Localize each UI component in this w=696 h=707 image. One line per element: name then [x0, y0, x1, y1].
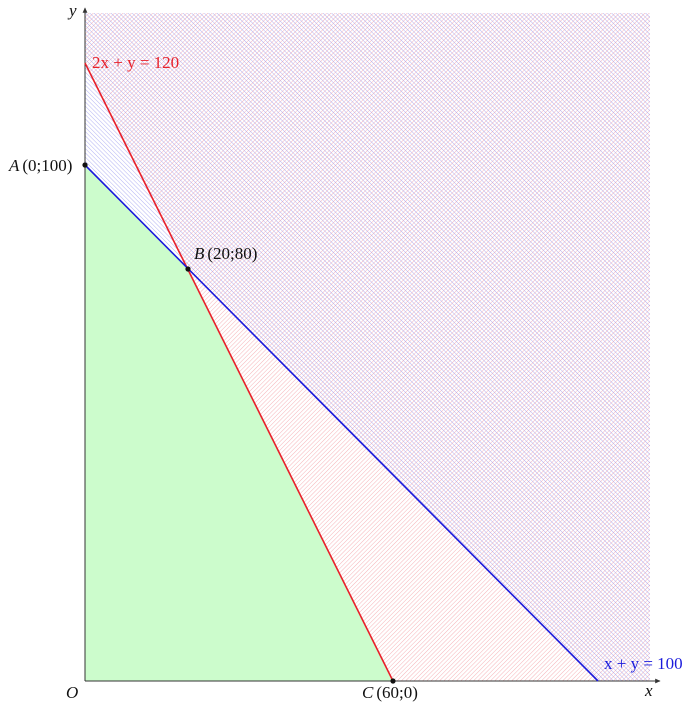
point-b-coords: (20;80)	[207, 244, 257, 263]
y-axis-label: y	[67, 1, 77, 20]
point-a-name: A	[8, 156, 20, 175]
feasible-region	[85, 165, 393, 681]
point-c-label: C (60;0)	[362, 683, 418, 702]
red-line-label: 2x + y = 120	[92, 53, 179, 72]
point-b-label: B (20;80)	[194, 244, 257, 263]
blue-line-label: x + y = 100	[604, 654, 683, 673]
origin-label: O	[66, 683, 78, 702]
blue-hatched-region	[85, 13, 650, 681]
point-a-dot	[82, 162, 88, 168]
x-axis-label: x	[644, 681, 653, 700]
point-b-name: B	[194, 244, 205, 263]
point-a-label: A (0;100)	[8, 156, 72, 175]
point-c-dot	[390, 678, 396, 684]
red-line	[84, 62, 394, 682]
point-c-coords: (60;0)	[376, 683, 418, 702]
point-c-name: C	[362, 683, 374, 702]
point-b-dot	[185, 266, 191, 272]
blue-line	[84, 164, 599, 682]
point-a-coords: (0;100)	[22, 156, 72, 175]
